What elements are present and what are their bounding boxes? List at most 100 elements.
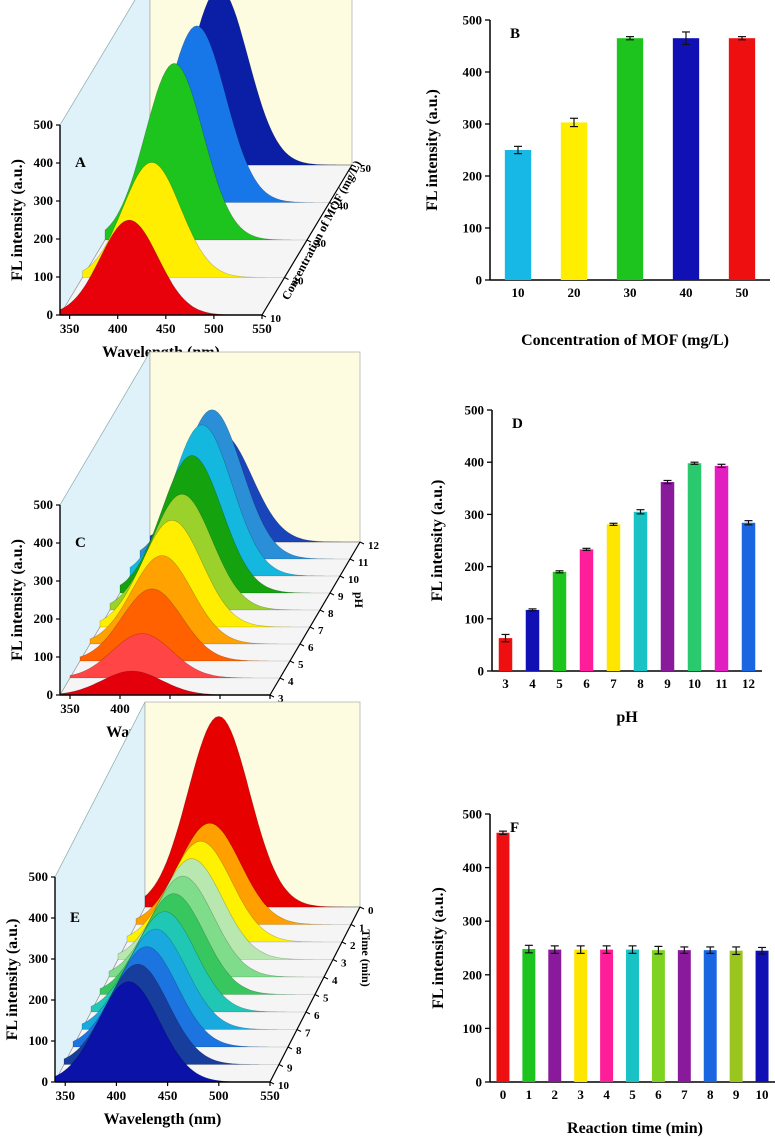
z-tick-mark	[284, 277, 289, 280]
z-tick-mark	[332, 959, 338, 962]
y-tick-label: 200	[463, 169, 483, 184]
z-tick-mark	[351, 164, 357, 168]
bar	[498, 638, 513, 671]
z-axis-label: pH	[352, 592, 366, 609]
bar	[755, 950, 769, 1082]
bar	[677, 950, 691, 1082]
x-tick-label: 4	[603, 1087, 610, 1102]
y-tick-label: 400	[465, 455, 485, 470]
y-tick-label: 200	[34, 231, 54, 246]
panel-d-bar-chart: 0 100 200 300 400 500 3 4 5 6 7 8 9 10 11 12 D FL intensi…	[429, 403, 762, 726]
x-tick-label: 350	[60, 321, 80, 336]
bar	[616, 38, 644, 281]
z-tick-label: 12	[368, 540, 380, 552]
x-tick-label: 8	[707, 1087, 714, 1102]
z-tick-mark	[269, 1081, 275, 1085]
x-tick-label: 350	[55, 1088, 75, 1103]
bar	[660, 482, 675, 671]
y-tick-label: 200	[465, 559, 485, 574]
bar	[548, 949, 562, 1082]
x-tick-label: 10	[688, 676, 701, 691]
y-axis-label: FL intensity (a.u.)	[424, 89, 441, 211]
z-tick-label: 4	[288, 676, 294, 688]
y-tick-label: 500	[34, 497, 54, 512]
x-tick-label: 400	[108, 321, 128, 336]
bar	[651, 950, 665, 1082]
z-tick-label: 8	[296, 1045, 302, 1057]
bar	[606, 524, 621, 671]
bar	[560, 122, 588, 280]
panel-f-bar-chart: 0 100 200 300 400 500 0 1 2 3 4 5 6 7 8 9 10 F FL intensit…	[430, 807, 775, 1137]
x-tick-label: 1	[526, 1087, 533, 1102]
z-tick-mark	[339, 575, 345, 579]
y-tick-label: 200	[463, 967, 483, 982]
bar	[687, 463, 702, 671]
z-tick-label: 10	[270, 313, 282, 325]
z-tick-label: 7	[318, 625, 324, 637]
panel-c-3d-spectra: 0100200300400500350400450500550345678910…	[9, 350, 380, 741]
y-tick-label: 0	[476, 273, 483, 288]
y-tick-label: 300	[29, 951, 49, 966]
x-tick-label: 20	[568, 285, 581, 300]
x-tick-label: 6	[583, 676, 590, 691]
x-tick-label: 450	[158, 1088, 178, 1103]
z-tick-label: 4	[332, 975, 338, 987]
bar	[522, 949, 536, 1082]
x-tick-label: 500	[209, 1088, 229, 1103]
z-tick-label: 30	[315, 238, 327, 250]
z-tick-label: 0	[368, 905, 374, 917]
z-tick-mark	[309, 626, 315, 630]
bar	[741, 522, 756, 671]
z-tick-mark	[349, 558, 355, 562]
x-tick-label: 400	[110, 701, 130, 716]
y-tick-label: 300	[463, 914, 483, 929]
z-tick-label: 50	[360, 163, 372, 175]
bar	[504, 150, 532, 280]
y-tick-label: 500	[29, 869, 49, 884]
x-tick-label: 0	[500, 1087, 507, 1102]
x-tick-label: 500	[204, 321, 224, 336]
z-tick-mark	[261, 314, 267, 318]
z-tick-label: 9	[287, 1063, 293, 1075]
y-tick-label: 400	[34, 535, 54, 550]
bar	[729, 950, 743, 1082]
z-tick-label: 8	[328, 608, 334, 620]
y-axis-label: FL intensity (a.u.)	[4, 919, 21, 1041]
x-tick-label: 9	[733, 1087, 740, 1102]
y-tick-label: 100	[29, 1033, 49, 1048]
y-tick-label: 400	[29, 910, 49, 925]
y-tick-label: 300	[463, 117, 483, 132]
z-tick-mark	[289, 660, 295, 664]
bar	[579, 549, 594, 671]
x-tick-label: 350	[60, 701, 80, 716]
y-axis-label: FL intensity (a.u.)	[9, 159, 26, 281]
panel-label: F	[510, 820, 519, 836]
x-tick-label: 9	[664, 676, 671, 691]
x-tick-label: 8	[637, 676, 644, 691]
z-tick-mark	[279, 677, 285, 681]
x-tick-label: 5	[556, 676, 563, 691]
y-tick-label: 100	[463, 221, 483, 236]
bar	[714, 465, 729, 671]
x-tick-label: 3	[502, 676, 509, 691]
bar	[633, 511, 648, 671]
bar	[496, 832, 510, 1082]
x-tick-label: 550	[260, 1088, 280, 1103]
panel-label: E	[70, 910, 80, 926]
x-axis-label: Wavelength (nm)	[104, 1111, 222, 1128]
z-tick-mark	[341, 941, 347, 945]
x-tick-label: 30	[624, 285, 637, 300]
z-tick-label: 6	[314, 1010, 320, 1022]
z-tick-label: 3	[341, 958, 347, 970]
y-tick-label: 0	[42, 1074, 49, 1089]
y-axis-label: FL intensity (a.u.)	[9, 539, 26, 661]
z-tick-mark	[319, 609, 325, 613]
z-tick-mark	[329, 592, 335, 596]
panel-label: C	[75, 535, 86, 551]
y-tick-label: 500	[34, 117, 54, 132]
x-tick-label: 7	[681, 1087, 688, 1102]
bar	[672, 38, 700, 281]
x-tick-label: 7	[610, 676, 617, 691]
